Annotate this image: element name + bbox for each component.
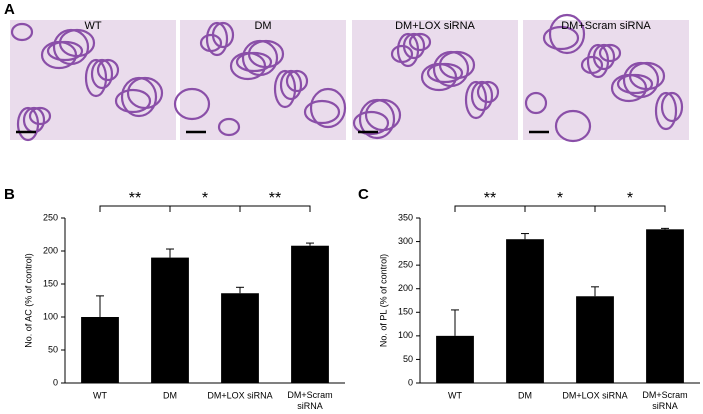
y-tick-label: 150 xyxy=(398,307,413,317)
x-tick-label: WT xyxy=(93,390,107,400)
x-tick-label: DM xyxy=(518,390,532,400)
vessel xyxy=(660,91,684,123)
error-bar xyxy=(661,227,669,230)
vessel xyxy=(84,58,108,98)
vessel xyxy=(476,80,500,104)
vessel xyxy=(279,69,303,101)
x-tick-label: DM+LOX siRNA xyxy=(562,390,627,400)
significance-label: * xyxy=(627,190,633,207)
vessel xyxy=(542,25,580,51)
vessel xyxy=(28,106,52,126)
significance-label: ** xyxy=(269,190,281,207)
bar xyxy=(291,245,329,383)
image-title: WT xyxy=(84,20,101,32)
vessel xyxy=(126,76,164,110)
vessel xyxy=(205,21,229,57)
vessel xyxy=(616,73,654,95)
panel-label: C xyxy=(358,186,369,203)
vessel xyxy=(10,22,34,42)
vessel xyxy=(247,39,285,69)
y-tick-label: 200 xyxy=(43,245,58,255)
vessel xyxy=(402,32,426,60)
error-bar xyxy=(236,286,244,294)
vessel xyxy=(628,61,666,91)
bar xyxy=(81,317,119,383)
error-bar xyxy=(306,242,314,246)
vessel xyxy=(173,87,211,121)
error-bar xyxy=(96,295,104,317)
y-tick-label: 250 xyxy=(43,212,58,222)
y-tick-label: 50 xyxy=(48,344,58,354)
y-tick-label: 150 xyxy=(43,278,58,288)
vessel xyxy=(309,87,347,129)
significance-label: ** xyxy=(484,190,496,207)
x-tick-label: DM+Scram siRNA xyxy=(642,390,687,411)
vessel xyxy=(654,91,678,131)
vessel xyxy=(285,69,309,93)
vessel xyxy=(464,80,488,120)
x-tick-label: DM xyxy=(163,390,177,400)
x-tick-label: DM+LOX siRNA xyxy=(207,390,272,400)
vessel xyxy=(235,51,273,73)
error-bar xyxy=(166,248,174,258)
x-tick-label: DM+Scram siRNA xyxy=(287,390,332,411)
vessel xyxy=(470,80,494,112)
bar xyxy=(436,335,474,383)
vessel xyxy=(408,32,432,52)
bar xyxy=(646,229,684,383)
bar xyxy=(151,257,189,383)
vessel xyxy=(548,13,586,55)
bar xyxy=(506,239,544,383)
vessel xyxy=(273,69,297,109)
vessel xyxy=(46,40,84,62)
y-tick-label: 0 xyxy=(408,377,413,387)
vessel xyxy=(114,88,152,114)
x-tick-label: WT xyxy=(448,390,462,400)
vessel xyxy=(438,50,476,80)
y-tick-label: 300 xyxy=(398,236,413,246)
significance-bracket xyxy=(239,205,311,212)
vessel xyxy=(554,109,592,143)
y-tick-label: 0 xyxy=(53,377,58,387)
vessel xyxy=(58,28,96,58)
y-tick-label: 350 xyxy=(398,212,413,222)
vessel xyxy=(598,43,622,63)
y-tick-label: 50 xyxy=(403,354,413,364)
y-axis-label: No. of PL (% of control) xyxy=(378,254,388,347)
vessel xyxy=(90,58,114,90)
bar xyxy=(221,293,259,383)
significance-bracket xyxy=(594,205,666,212)
image-title: DM+LOX siRNA xyxy=(395,20,475,32)
y-axis-label: No. of AC (% of control) xyxy=(23,253,33,348)
vessel xyxy=(217,117,241,137)
error-bar xyxy=(451,309,459,336)
significance-label: * xyxy=(557,190,563,207)
y-tick-label: 200 xyxy=(398,283,413,293)
vessel xyxy=(524,91,548,115)
y-tick-label: 250 xyxy=(398,260,413,270)
image-title: DM xyxy=(254,20,271,32)
vessel xyxy=(211,21,235,49)
bar xyxy=(576,296,614,383)
panel-label: A xyxy=(4,1,15,18)
significance-label: ** xyxy=(129,190,141,207)
panel-label: B xyxy=(4,186,15,203)
vessel xyxy=(352,110,390,136)
image-title: DM+Scram siRNA xyxy=(561,20,651,32)
vessel xyxy=(592,43,616,71)
error-bar xyxy=(521,233,529,240)
vessel xyxy=(426,62,464,84)
vessel xyxy=(96,58,120,82)
y-tick-label: 100 xyxy=(43,311,58,321)
y-tick-label: 100 xyxy=(398,330,413,340)
vessel xyxy=(364,98,402,132)
error-bar xyxy=(591,286,599,297)
significance-label: * xyxy=(202,190,208,207)
vessel xyxy=(303,99,341,125)
